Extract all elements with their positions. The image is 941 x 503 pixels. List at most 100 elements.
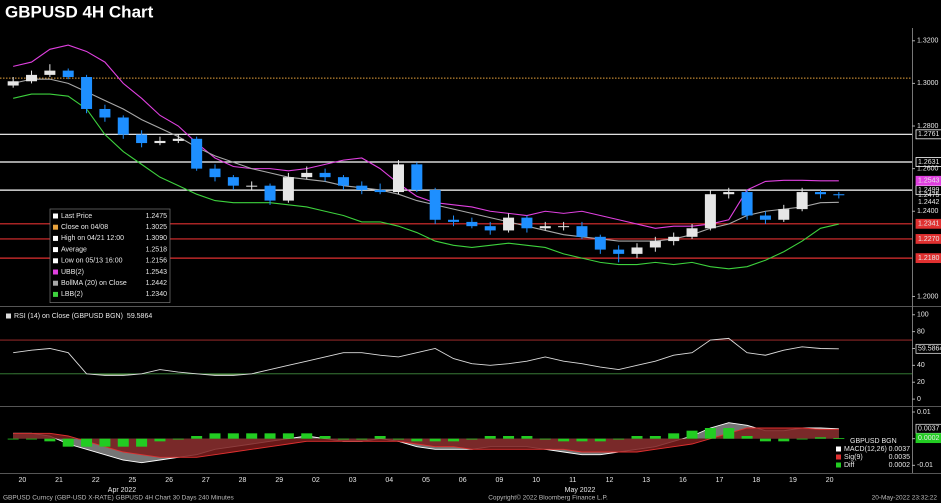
- legend-label: BollMA (20) on Close: [61, 280, 127, 287]
- x-tick-label: 21: [55, 477, 63, 484]
- diff-bar: [796, 438, 808, 440]
- candle-body: [356, 185, 368, 190]
- diff-bar: [558, 438, 570, 442]
- candle-body: [117, 117, 129, 135]
- diff-bar: [723, 428, 735, 439]
- level-label-box: [915, 157, 941, 167]
- x-tick-label: 06: [459, 477, 467, 484]
- x-tick-label: 05: [422, 477, 430, 484]
- legend-swatch: [53, 247, 58, 253]
- level-label: 1.2499: [918, 187, 940, 194]
- candle-body: [484, 226, 496, 231]
- diff-bar: [613, 438, 625, 440]
- legend-swatch: [53, 258, 58, 264]
- panel-value: 59.5864: [127, 313, 152, 320]
- diff-bar: [191, 436, 203, 439]
- diff-bar: [392, 438, 404, 440]
- legend-value: 0.0037: [889, 446, 911, 453]
- legend-swatch: [53, 291, 58, 297]
- series-line: [13, 422, 839, 464]
- candle-body: [759, 215, 771, 220]
- candle-body: [44, 70, 56, 75]
- level-label-box: [915, 234, 941, 244]
- series-area: [13, 428, 839, 458]
- legend-label: LBB(2): [61, 291, 83, 298]
- diff-bar: [686, 430, 698, 439]
- panel-title-swatch: [6, 313, 11, 319]
- diff-bar: [704, 428, 716, 439]
- legend-label: Average: [61, 246, 87, 253]
- x-tick-label: 02: [312, 477, 320, 484]
- x-tick-label: 19: [789, 477, 797, 484]
- candle-body: [778, 209, 790, 220]
- candle-body: [503, 217, 515, 231]
- candle-body: [81, 77, 93, 109]
- x-tick-label: 11: [569, 477, 576, 484]
- diff-bar: [484, 436, 496, 439]
- month-label: Apr 2022: [108, 487, 137, 494]
- x-tick-label: 27: [202, 477, 210, 484]
- oversold-fill: [86, 373, 252, 376]
- y-tick-label: 1.2400: [917, 208, 939, 215]
- x-tick-label: 16: [679, 477, 687, 484]
- x-tick-label: 20: [18, 477, 26, 484]
- diff-bar: [521, 436, 533, 439]
- legend-box: [49, 208, 171, 303]
- legend-label: High on 04/21 12:00: [61, 235, 124, 242]
- diff-bar: [301, 433, 313, 439]
- candle-body: [136, 134, 148, 144]
- candle-body: [264, 185, 276, 201]
- y-tick-label: 0.01: [917, 409, 931, 416]
- candle-body: [631, 247, 643, 254]
- candle-body: [466, 221, 478, 227]
- x-tick-label: 22: [92, 477, 100, 484]
- month-label: May 2022: [565, 487, 596, 494]
- diff-bar: [154, 438, 166, 442]
- diff-bar: [631, 436, 643, 439]
- chart-title: GBPUSD 4H Chart: [5, 2, 154, 21]
- candle-body: [392, 164, 404, 193]
- y-tick-label: 100: [917, 312, 929, 319]
- legend-label: MACD(12,26): [844, 446, 887, 453]
- axis-value: 1.2442: [918, 199, 940, 206]
- x-tick-label: 10: [532, 477, 540, 484]
- footer-left: GBPUSD Curncy (GBP-USD X-RATE) GBPUSD 4H…: [3, 495, 234, 502]
- diff-bar: [576, 438, 588, 442]
- level-label-box: [915, 129, 941, 140]
- x-tick-label: 17: [716, 477, 724, 484]
- diff-bar: [264, 433, 276, 439]
- diff-bar: [26, 438, 38, 440]
- diff-bar: [649, 436, 661, 439]
- legend-swatch: [53, 224, 58, 230]
- bollinger-middle: [13, 78, 839, 242]
- candle-body: [558, 226, 570, 228]
- diff-bar: [539, 438, 551, 440]
- candle-body: [814, 192, 826, 195]
- diff-bar: [172, 438, 184, 440]
- legend-value: 1.3025: [146, 224, 168, 231]
- level-label: 1.2270: [918, 236, 940, 243]
- legend-swatch: [836, 454, 841, 460]
- x-tick-label: 20: [826, 477, 834, 484]
- legend-title: GBPUSD BGN: [850, 438, 897, 445]
- legend-swatch: [53, 213, 58, 219]
- diff-bar: [778, 438, 790, 442]
- candle-body: [246, 185, 258, 187]
- candle-body: [172, 138, 184, 141]
- legend-value: 1.2442: [146, 280, 168, 287]
- level-label: 1.2761: [918, 131, 940, 138]
- x-tick-label: 29: [275, 477, 283, 484]
- candle-body: [576, 226, 588, 237]
- candle-body: [227, 177, 239, 186]
- candle-body: [539, 226, 551, 229]
- axis-value-box: [915, 343, 941, 354]
- axis-value: 0.0037: [918, 426, 940, 433]
- candle-body: [704, 194, 716, 229]
- legend-value: 1.2518: [146, 246, 168, 253]
- diff-bar: [833, 438, 845, 439]
- y-tick-label: 1.2800: [917, 123, 939, 130]
- candle-body: [99, 108, 111, 118]
- x-tick-label: 13: [642, 477, 650, 484]
- diff-bar: [136, 438, 148, 447]
- candle-body: [319, 172, 331, 178]
